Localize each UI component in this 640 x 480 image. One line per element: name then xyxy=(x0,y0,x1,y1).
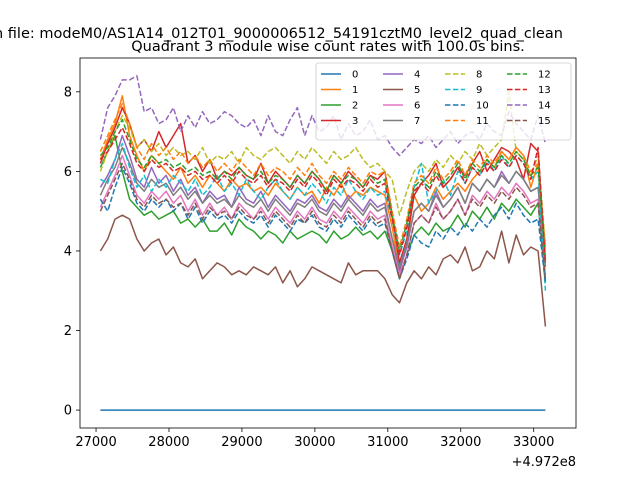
y-tick-label: 6 xyxy=(64,165,72,180)
legend-label-10: 10 xyxy=(476,101,489,112)
x-tick-label: 31000 xyxy=(367,435,408,450)
series-line-15 xyxy=(99,162,547,280)
chart-title: Quadrant 3 module wise count rates with … xyxy=(131,39,525,55)
y-tick-label: 2 xyxy=(64,324,72,339)
legend-label-6: 6 xyxy=(414,101,420,112)
legend-label-0: 0 xyxy=(352,70,358,81)
series-line-7 xyxy=(99,146,547,268)
legend-label-4: 4 xyxy=(414,70,420,81)
x-tick-label: 27000 xyxy=(75,435,116,450)
series-line-8 xyxy=(99,91,547,248)
series-line-9 xyxy=(100,142,547,291)
legend-label-5: 5 xyxy=(414,85,420,96)
series-line-4 xyxy=(99,134,547,272)
legend-label-7: 7 xyxy=(414,116,420,127)
legend-label-2: 2 xyxy=(352,101,358,112)
legend-label-1: 1 xyxy=(352,85,358,96)
y-tick-label: 8 xyxy=(64,85,72,100)
legend-label-11: 11 xyxy=(476,116,489,127)
legend-label-3: 3 xyxy=(352,116,358,127)
legend-label-9: 9 xyxy=(476,85,482,96)
series-line-2 xyxy=(99,134,547,283)
x-offset-label: +4.972e8 xyxy=(512,455,576,470)
plot-frame xyxy=(79,57,577,429)
chart-suptitle: n file: modeM0/AS1A14_012T01_9000006512_… xyxy=(0,26,563,42)
series-line-10 xyxy=(99,166,547,283)
series-line-3 xyxy=(99,106,547,264)
legend-label-12: 12 xyxy=(538,70,551,81)
x-tick-label: 29000 xyxy=(221,435,262,450)
legend-label-8: 8 xyxy=(476,70,482,81)
y-tick-label: 4 xyxy=(64,244,72,259)
legend-label-14: 14 xyxy=(538,101,551,112)
legend-label-13: 13 xyxy=(538,85,551,96)
series-line-5 xyxy=(99,214,547,327)
x-tick-label: 33000 xyxy=(513,435,554,450)
x-tick-label: 32000 xyxy=(440,435,481,450)
legend-label-15: 15 xyxy=(538,116,551,127)
x-tick-label: 30000 xyxy=(294,435,335,450)
series-line-11 xyxy=(99,103,547,255)
x-tick-label: 28000 xyxy=(148,435,189,450)
series-line-6 xyxy=(99,154,547,276)
y-tick-label: 0 xyxy=(64,404,72,419)
